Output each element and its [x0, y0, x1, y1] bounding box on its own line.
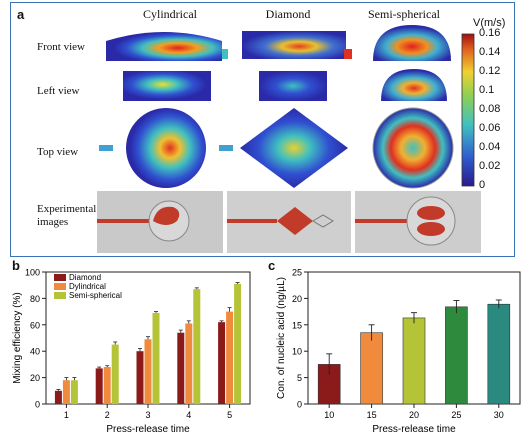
bar [70, 380, 78, 404]
x-tick-label: 25 [451, 410, 461, 420]
y-axis-label: Mixing efficiency (%) [12, 292, 23, 384]
bar [402, 317, 426, 405]
legend-label: Semi-spherical [69, 291, 122, 300]
diamond-experimental-image [227, 191, 351, 253]
mixing-efficiency-chart: 0 20 40 60 80 100 1 2 3 4 5 Press-release time Mixin… [12, 268, 251, 434]
y-tick-label: 60 [30, 320, 40, 330]
cylindrical-top-view [99, 108, 233, 188]
y-tick-label: 10 [292, 347, 302, 357]
cylindrical-front-view [106, 32, 228, 61]
semi-spherical-top-view [372, 107, 454, 189]
bar [103, 367, 111, 404]
nucleic-acid-chart: 0 5 10 15 20 25 10 15 20 25 30 Press-release time Co… [276, 268, 521, 434]
y-tick-label: 0 [297, 400, 302, 410]
row-label-front-view: Front view [37, 41, 85, 53]
x-tick-label: 20 [409, 410, 419, 420]
legend-swatch [54, 274, 66, 281]
y-axis-label: Con. of nucleic acid (ng/µL) [276, 277, 287, 399]
legend-swatch [54, 283, 66, 290]
panel-c-label: c [268, 258, 276, 273]
x-tick-label: 1 [64, 410, 69, 420]
diamond-left-view [259, 71, 327, 101]
colorbar-tick-label: 0 [479, 179, 486, 191]
bar [360, 332, 383, 405]
row-label-left-view: Left view [37, 85, 80, 97]
x-tick-label: 30 [494, 410, 504, 420]
semi-spherical-front-view [373, 25, 451, 61]
y-tick-label: 20 [292, 294, 302, 304]
x-axis-label: Press-release time [372, 424, 456, 434]
bar [152, 312, 160, 404]
colorbar-tick-label: 0.14 [479, 46, 501, 58]
panel-a: a Cylindrical Diamond Semi-spherical Fro… [10, 2, 515, 257]
panel-b-label: b [12, 258, 20, 273]
diamond-front-view [242, 31, 352, 59]
legend-swatch [54, 292, 66, 299]
y-tick-label: 40 [30, 347, 40, 357]
column-header-semi-spherical: Semi-spherical [368, 7, 440, 21]
bar [445, 306, 468, 405]
colorbar-tick-label: 0.08 [479, 103, 501, 115]
column-header-cylindrical: Cylindrical [143, 7, 197, 21]
diamond-top-view [240, 108, 348, 188]
panel-a-label: a [17, 7, 25, 22]
bar [111, 344, 119, 404]
y-tick-label: 100 [25, 268, 40, 278]
legend-label: Dylindrical [69, 282, 106, 291]
semi-spherical-left-view [381, 69, 447, 101]
bar [487, 303, 511, 405]
bar [54, 390, 62, 404]
colorbar-title: V(m/s) [473, 17, 506, 29]
bar [193, 289, 201, 404]
bar [185, 323, 193, 404]
x-tick-label: 3 [145, 410, 150, 420]
y-tick-label: 5 [297, 373, 302, 383]
y-tick-label: 25 [292, 268, 302, 278]
bar [136, 351, 144, 404]
colorbar-tick-label: 0.04 [479, 141, 501, 153]
x-tick-label: 15 [367, 410, 377, 420]
cylindrical-left-view [123, 71, 211, 101]
y-tick-label: 20 [30, 373, 40, 383]
x-tick-label: 4 [186, 410, 191, 420]
bar [226, 311, 234, 404]
row-label-top-view: Top view [37, 146, 79, 158]
bar [177, 332, 185, 404]
y-tick-label: 80 [30, 294, 40, 304]
x-tick-label: 5 [227, 410, 232, 420]
x-tick-label: 2 [105, 410, 110, 420]
colorbar-tick-label: 0.12 [479, 65, 501, 77]
colorbar-tick-label: 0.02 [479, 160, 501, 172]
legend-label: Diamond [69, 273, 101, 282]
column-header-diamond: Diamond [265, 7, 311, 21]
colorbar-tick-label: 0.16 [479, 27, 501, 39]
colorbar-tick-label: 0.06 [479, 122, 501, 134]
bar [95, 368, 103, 404]
x-tick-label: 10 [324, 410, 334, 420]
bar [234, 283, 242, 404]
semi-spherical-experimental-image [355, 191, 481, 253]
bar [144, 339, 152, 404]
velocity-colorbar [461, 33, 475, 187]
cylindrical-experimental-image [97, 191, 223, 253]
x-axis-label: Press-release time [106, 424, 190, 434]
colorbar-tick-label: 0.1 [479, 84, 495, 96]
y-tick-label: 0 [35, 400, 40, 410]
bar [218, 322, 226, 404]
bar [62, 380, 70, 404]
y-tick-label: 15 [292, 320, 302, 330]
row-label-experimental-images: Experimental images [37, 203, 97, 228]
